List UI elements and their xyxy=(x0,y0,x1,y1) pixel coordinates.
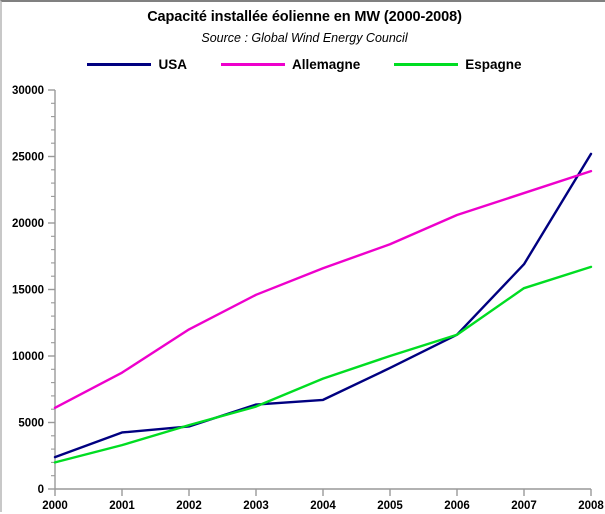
x-tick-label: 2007 xyxy=(511,500,537,512)
chart-subtitle-source: Source : Global Wind Energy Council xyxy=(201,31,408,45)
legend-swatch-espagne xyxy=(394,62,459,66)
legend-item-usa[interactable]: USA xyxy=(87,57,187,72)
x-tick-label: 2002 xyxy=(176,500,202,512)
legend-label-allemagne: Allemagne xyxy=(291,56,361,72)
y-tick-label: 0 xyxy=(38,484,44,496)
y-tick-label: 30000 xyxy=(12,85,44,97)
series-line-espagne xyxy=(53,265,593,464)
series-line-usa xyxy=(53,152,593,459)
legend-label-espagne: Espagne xyxy=(465,56,522,72)
x-tick-label: 2005 xyxy=(377,500,403,512)
series-line-allemagne xyxy=(53,169,593,410)
y-tick-label: 20000 xyxy=(12,218,44,230)
y-tick-label: 25000 xyxy=(12,152,44,164)
x-tick-label: 2003 xyxy=(243,500,269,512)
x-tick-label: 2008 xyxy=(578,500,604,512)
legend-swatch-usa xyxy=(87,62,152,66)
y-tick-label: 10000 xyxy=(12,351,44,363)
y-tick-label: 15000 xyxy=(12,285,44,297)
legend-item-allemagne[interactable]: Allemagne xyxy=(220,56,361,72)
x-tick-label: 2001 xyxy=(109,500,135,512)
y-axis: 0 5000 10000 15000 20000 25000 30000 xyxy=(12,85,56,496)
legend-swatch-allemagne xyxy=(220,62,285,66)
y-tick-label: 5000 xyxy=(18,418,44,430)
chart-legend: USA Allemagne Espagne xyxy=(2,53,605,75)
page-title: Capacité installée éolienne en MW (2000-… xyxy=(147,9,462,25)
x-tick-label: 2004 xyxy=(310,500,336,512)
legend-item-espagne[interactable]: Espagne xyxy=(394,56,522,72)
legend-label-usa: USA xyxy=(158,56,187,72)
data-series-group xyxy=(53,152,593,464)
x-axis: 2000 2001 2002 2003 2004 2005 2006 2007 2008 xyxy=(42,488,604,512)
x-tick-label: 2006 xyxy=(444,500,470,512)
x-tick-label: 2000 xyxy=(42,500,68,512)
